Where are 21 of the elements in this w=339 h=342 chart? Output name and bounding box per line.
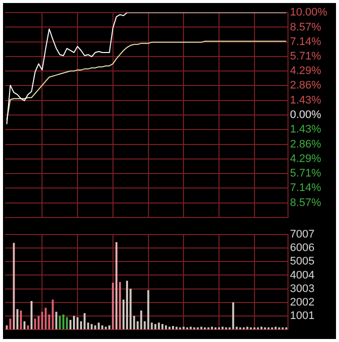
y-tick-label: 1.43% [290, 94, 322, 106]
y-tick-label: 10.00% [290, 6, 328, 19]
y-tick-label: 2.86% [290, 80, 322, 92]
y-tick-label: 6006 [290, 242, 314, 254]
y-tick-label: 5.71% [290, 50, 322, 63]
y-tick-label: 0.00% [290, 109, 322, 122]
y-tick-label: 4.29% [290, 152, 322, 165]
y-tick-label: 2002 [290, 296, 314, 308]
y-tick-label: 5005 [290, 256, 314, 268]
y-tick-label: 2.86% [290, 138, 322, 150]
y-tick-label: 1.43% [290, 124, 322, 136]
y-tick-label: 8.57% [290, 196, 322, 209]
y-tick-label: 4004 [290, 269, 314, 282]
y-tick-label: 1001 [290, 310, 314, 322]
y-tick-label: 7.14% [290, 36, 322, 48]
y-tick-label: 3003 [290, 282, 314, 295]
y-tick-label: 8.57% [290, 21, 322, 34]
y-tick-label: 4.29% [290, 65, 322, 78]
y-tick-label: 7.14% [290, 182, 322, 194]
y-tick-label: 7007 [290, 228, 314, 241]
y-tick-label: 5.71% [290, 168, 322, 180]
